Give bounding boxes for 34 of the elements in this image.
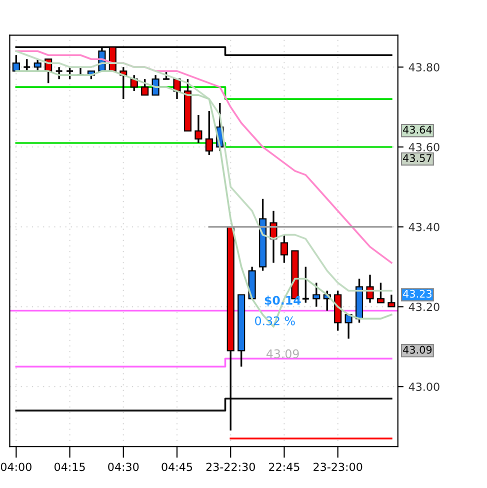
y-tick-label: 43.20 [408,302,440,312]
annotation: $0.14 [264,296,301,306]
candlestick [22,58,31,72]
candlestick [205,110,213,156]
x-tick-label: 23-23:00 [314,462,362,472]
candlestick [66,66,74,80]
candlestick [141,78,149,96]
candlestick [366,274,374,304]
x-tick-label: 04:30 [108,462,139,472]
candlestick [376,282,384,304]
candlestick [388,294,396,308]
x-tick-label: 22:45 [269,462,300,472]
x-tick-label: 23-22:30 [206,462,255,472]
candlestick [302,266,310,304]
annotation: 43.09 [266,349,299,358]
y-tick-label: 43.60 [408,142,440,152]
text: 43.09 [403,346,432,354]
y-tick-label: 43.40 [408,222,440,232]
candlestick [194,114,202,144]
x-tick-label: 04:15 [54,462,85,472]
y-tick-label: 43.00 [408,382,440,391]
candlestick [344,314,352,340]
text: 43.57 [403,154,432,162]
x-tick-label: 04:00 [0,462,32,472]
text: 43.64 [403,126,432,134]
text: 43.23 [403,290,432,298]
x-tick-label: 04:45 [162,462,192,472]
candlestick [12,54,20,72]
candlestick [312,282,320,308]
candlestick [34,58,42,72]
annotation: 0.32 % [255,316,295,326]
candlestick [55,66,64,80]
candlestick [280,234,288,264]
y-tick-label: 43.80 [408,63,440,72]
